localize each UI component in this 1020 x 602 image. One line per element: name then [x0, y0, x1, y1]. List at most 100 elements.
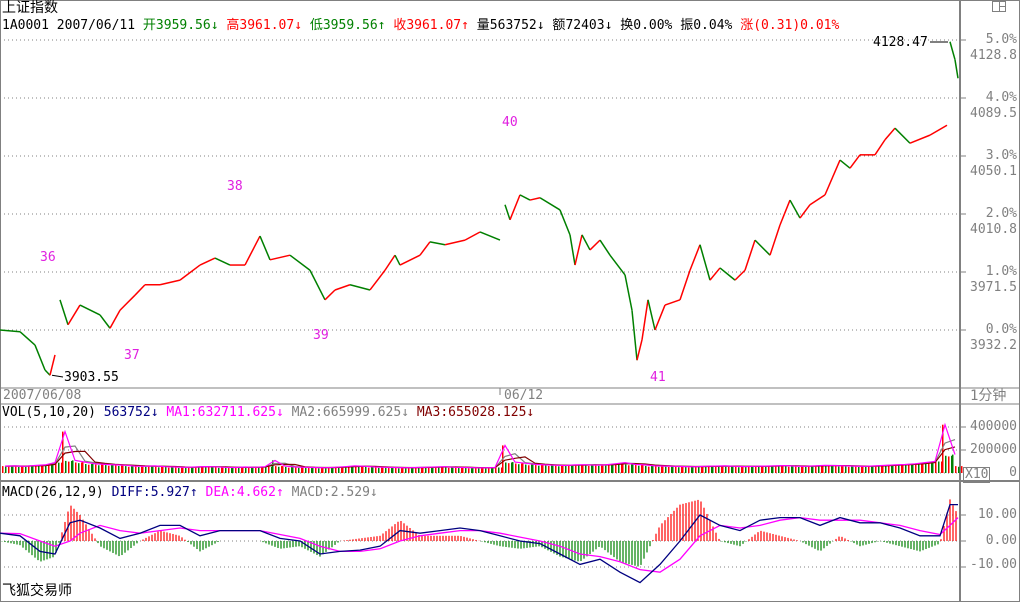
- volume-bar: [358, 466, 360, 473]
- volume-bar: [355, 466, 357, 473]
- volume-bar: [115, 465, 117, 473]
- low-value: 3959.56: [322, 18, 378, 33]
- up-arrow-icon: ↑: [275, 485, 284, 500]
- volume-bar: [221, 467, 223, 473]
- volume-bar: [265, 466, 267, 473]
- down-arrow-icon: ↓: [401, 405, 410, 420]
- turnover-value: 0.00%: [633, 18, 673, 33]
- macd-indicator-title: MACD(26,12,9): [2, 485, 104, 500]
- volume-ma2: MA2:665999.625: [291, 405, 402, 420]
- volume-bar: [821, 465, 823, 473]
- volume-bar: [298, 467, 300, 473]
- volume-bar: [815, 465, 817, 473]
- volume-bar: [602, 464, 604, 473]
- price-segment: [464, 231, 481, 241]
- volume-bar: [165, 466, 167, 473]
- volume-bar: [208, 467, 210, 473]
- volume-bar: [572, 464, 574, 473]
- volume-bar: [685, 466, 687, 473]
- volume-bar: [51, 464, 53, 473]
- volume-bar: [692, 466, 694, 473]
- volume-bar: [372, 467, 374, 473]
- volume-bar: [522, 463, 524, 473]
- volume-bar: [442, 466, 444, 473]
- volume-bar: [698, 466, 700, 473]
- pct-axis-label: 5.0%: [985, 32, 1017, 47]
- volume-bar: [712, 466, 714, 473]
- volume-bar: [828, 466, 830, 473]
- volume-bar: [541, 465, 543, 473]
- price-segment: [504, 204, 511, 221]
- volume-bar: [375, 467, 377, 473]
- volume-bar: [61, 462, 63, 473]
- volume-bar: [321, 467, 323, 473]
- wave-label: 40: [502, 115, 518, 130]
- volume-bar: [332, 467, 334, 473]
- volume-bar: [848, 466, 850, 473]
- volume-bar: [512, 462, 514, 473]
- volume-bar: [225, 467, 227, 473]
- volume-bar: [652, 465, 654, 473]
- volume-bar: [842, 465, 844, 473]
- price-segment: [689, 244, 701, 271]
- volume-bar: [152, 465, 154, 473]
- volume-bar: [725, 466, 727, 473]
- volume-bar: [935, 461, 937, 473]
- volume-bar: [922, 462, 924, 473]
- volume-bar: [838, 466, 840, 473]
- volume-bar: [55, 462, 57, 473]
- volume-bar: [662, 466, 664, 473]
- volume-bar: [831, 465, 833, 473]
- volume-bar: [825, 465, 827, 473]
- down-arrow-icon: ↓: [294, 18, 303, 33]
- volume-bar: [501, 467, 503, 473]
- volume-bar: [505, 462, 507, 473]
- volume-bar: [425, 467, 427, 473]
- volume-bar: [261, 467, 263, 473]
- volume-bar: [532, 464, 534, 473]
- volume-bar: [621, 463, 623, 473]
- volume-bar: [325, 467, 327, 473]
- price-segment: [259, 235, 271, 261]
- volume-bar: [362, 466, 364, 473]
- volume-bar: [102, 464, 104, 473]
- period-selector[interactable]: 1分钟: [970, 388, 1007, 404]
- price-segment: [0, 329, 21, 333]
- price-axis-label: 4089.5: [970, 106, 1017, 121]
- volume-bar: [292, 467, 294, 473]
- volume-bar: [105, 465, 107, 473]
- volume-bar: [485, 467, 487, 473]
- volume-bar: [211, 466, 213, 473]
- volume-bar: [38, 465, 40, 473]
- volume-bar: [612, 463, 614, 473]
- volume-bar: [361, 466, 363, 473]
- volume-bar: [98, 465, 100, 473]
- volume-bar: [711, 466, 713, 473]
- volume-bar: [941, 461, 943, 473]
- volume-bar: [395, 467, 397, 473]
- volume-bar: [682, 466, 684, 473]
- volume-bar: [15, 466, 17, 473]
- scale-x10-button[interactable]: X10: [963, 467, 991, 483]
- volume-bar: [845, 466, 847, 473]
- volume-bar: [231, 467, 233, 473]
- volume-bar: [892, 464, 894, 473]
- price-segment: [19, 331, 36, 346]
- volume-bar: [908, 464, 910, 473]
- volume-bar: [62, 431, 64, 473]
- volume-bar: [381, 467, 383, 473]
- volume-bar: [795, 466, 797, 473]
- volume-bar: [65, 460, 67, 473]
- turnover-label: 换: [620, 18, 634, 33]
- price-segment: [394, 254, 401, 266]
- price-segment: [664, 299, 681, 306]
- window-layout-icon[interactable]: [992, 1, 1006, 12]
- volume-bar: [458, 468, 460, 473]
- volume-ma2-line: [4, 439, 956, 469]
- volume-bar: [282, 466, 284, 473]
- volume-bar: [945, 455, 947, 473]
- price-segment: [99, 314, 111, 329]
- volume-bar: [741, 466, 743, 473]
- volume-bar: [18, 466, 20, 473]
